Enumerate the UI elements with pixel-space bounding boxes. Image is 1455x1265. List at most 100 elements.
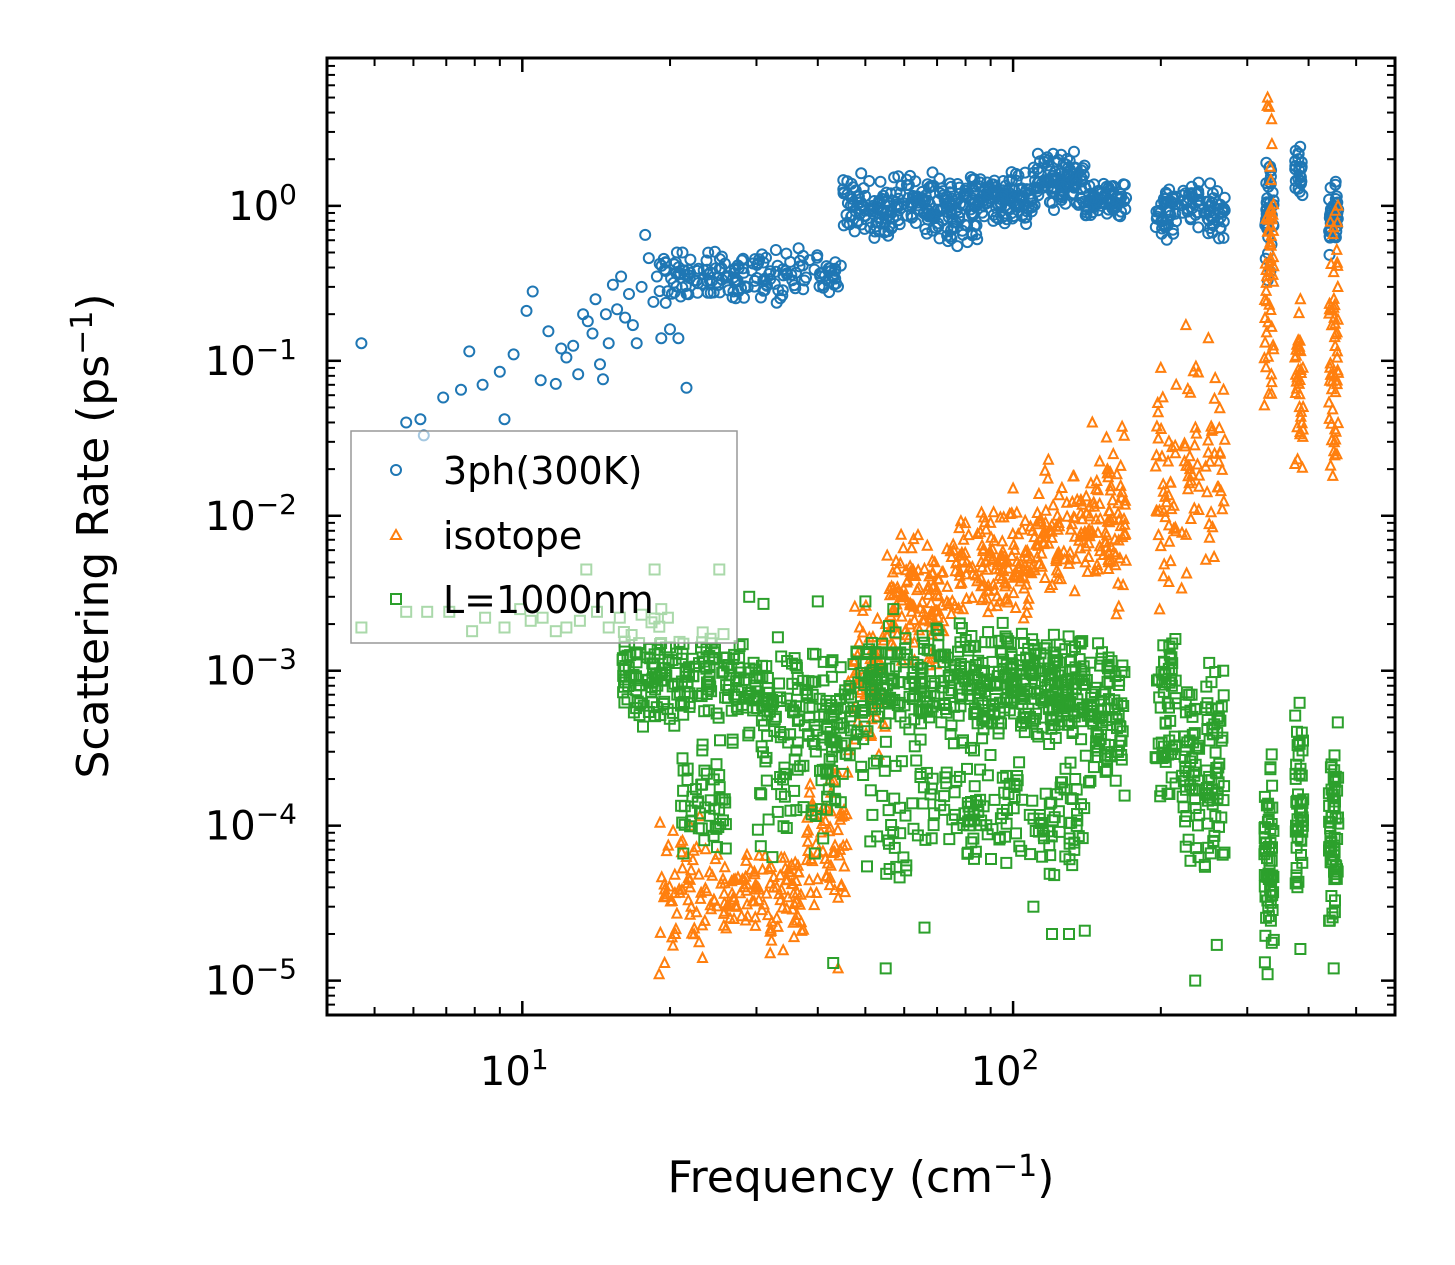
data-point — [804, 885, 817, 898]
data-point — [1262, 386, 1275, 399]
data-point — [1290, 869, 1303, 882]
data-point — [1206, 783, 1218, 796]
data-point — [1217, 664, 1230, 677]
data-point — [1064, 756, 1077, 769]
data-point — [841, 188, 854, 201]
data-point — [887, 603, 900, 616]
data-point — [1038, 526, 1052, 539]
data-point — [829, 272, 842, 285]
data-point — [852, 190, 865, 203]
data-point — [1079, 539, 1092, 552]
data-point — [777, 943, 790, 956]
data-point — [1169, 633, 1182, 645]
data-point — [1324, 458, 1337, 471]
data-point — [772, 284, 785, 297]
data-point — [996, 616, 1009, 629]
data-point — [762, 813, 775, 826]
data-point — [979, 522, 993, 535]
data-point — [1327, 220, 1340, 233]
data-point — [791, 736, 804, 749]
data-point — [844, 710, 857, 723]
y-tick-labels: 100 10−1 10−2 10−3 10−4 10−5 — [205, 178, 297, 1005]
data-point — [703, 809, 716, 822]
data-point — [873, 196, 885, 209]
data-point — [1102, 561, 1115, 574]
data-point — [1035, 559, 1049, 572]
data-point — [883, 837, 895, 850]
data-point — [653, 815, 667, 828]
data-point — [1192, 479, 1206, 492]
data-point — [1290, 795, 1303, 808]
data-point — [900, 627, 913, 641]
data-point — [749, 918, 762, 931]
data-point — [1021, 597, 1034, 610]
data-point — [1080, 489, 1093, 502]
data-point — [1062, 630, 1075, 643]
data-point — [714, 734, 726, 747]
data-point — [710, 758, 723, 771]
data-point — [1192, 365, 1205, 378]
data-point — [932, 588, 945, 602]
data-point — [880, 212, 893, 225]
data-point — [947, 216, 960, 229]
data-point — [1179, 698, 1192, 711]
data-point — [885, 819, 898, 831]
data-point — [690, 274, 703, 287]
data-point — [938, 699, 951, 711]
data-point — [1081, 564, 1094, 577]
data-point — [649, 683, 662, 696]
data-point — [1327, 962, 1340, 975]
data-point — [919, 690, 932, 703]
data-point — [1051, 654, 1063, 667]
data-point — [820, 767, 833, 780]
data-point — [1183, 734, 1196, 747]
data-point — [702, 246, 715, 259]
data-point — [1089, 481, 1103, 495]
data-point — [775, 882, 788, 895]
data-point — [834, 879, 848, 892]
data-point — [848, 654, 861, 667]
data-point — [673, 882, 686, 895]
data-point — [619, 670, 632, 683]
legend-marker-3ph — [390, 464, 402, 476]
data-point — [777, 728, 790, 741]
data-point — [1289, 709, 1302, 722]
data-point — [718, 257, 731, 270]
data-point — [789, 855, 802, 868]
data-point — [853, 685, 867, 698]
data-point — [1293, 387, 1306, 400]
data-point — [665, 287, 678, 300]
data-point — [995, 717, 1007, 730]
data-point — [1046, 577, 1059, 590]
data-point — [880, 186, 893, 199]
data-point — [1328, 843, 1341, 856]
data-point — [656, 666, 669, 679]
data-point — [1085, 525, 1098, 538]
data-point — [1028, 562, 1041, 576]
data-point — [827, 957, 840, 969]
data-point — [666, 938, 680, 951]
data-point — [864, 693, 877, 706]
data-point — [888, 792, 901, 805]
data-point — [987, 178, 1000, 191]
data-point — [647, 295, 660, 308]
data-point — [843, 749, 856, 762]
data-point — [1165, 439, 1179, 453]
data-point — [837, 838, 850, 851]
data-point — [1170, 377, 1183, 390]
data-point — [918, 561, 931, 574]
data-point — [1156, 222, 1169, 235]
data-point — [1180, 566, 1193, 579]
data-point — [1020, 205, 1033, 218]
data-point — [922, 587, 935, 600]
data-point — [962, 527, 975, 541]
data-point — [740, 883, 753, 896]
data-point — [1184, 755, 1197, 768]
data-point — [1258, 292, 1271, 305]
data-point — [676, 861, 689, 874]
data-point — [945, 684, 958, 697]
data-point — [819, 869, 833, 882]
data-point — [932, 572, 946, 585]
data-point — [1164, 714, 1177, 727]
data-point — [698, 834, 711, 847]
